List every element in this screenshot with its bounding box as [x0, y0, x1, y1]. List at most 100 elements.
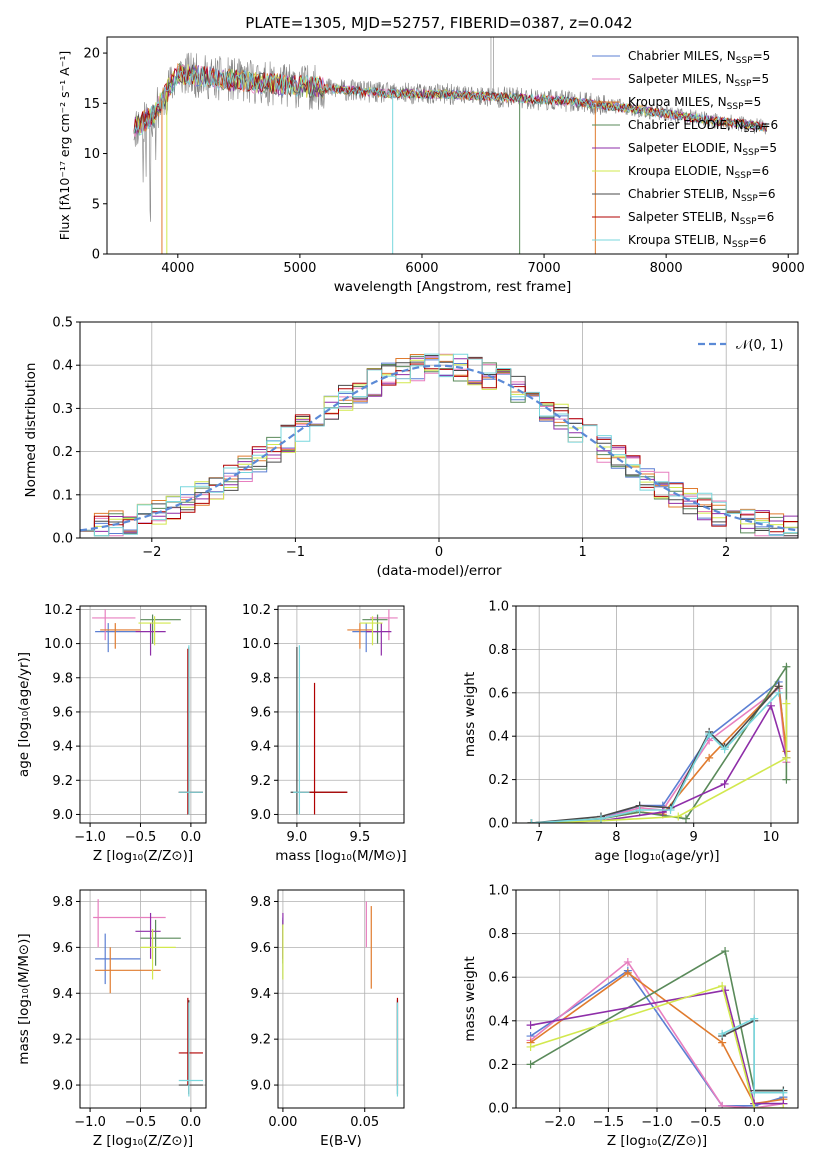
- y-axis-label: age [log₁₀(age/yr)]: [16, 652, 32, 777]
- y-tick-label: 9.8: [250, 671, 271, 686]
- x-tick-label: −1.0: [74, 830, 106, 845]
- y-tick-label: 0.5: [52, 316, 73, 331]
- y-tick-label: 9.0: [52, 808, 73, 823]
- mass-weight-marker: [779, 1104, 788, 1108]
- x-tick-label: 0: [435, 545, 443, 560]
- x-axis-label: E(B-V): [320, 1133, 362, 1149]
- x-tick-label: 9: [690, 830, 698, 845]
- mass-weight-line: [721, 1017, 784, 1094]
- y-tick-label: 0.0: [52, 532, 73, 547]
- mass-weight-marker: [635, 805, 644, 814]
- x-axis-label: Z [log₁₀(Z/Z⊙)]: [93, 1133, 193, 1149]
- axes-frame: [277, 605, 405, 824]
- y-axis-label: Flux [fλ10⁻¹⁷ erg cm⁻² s⁻¹ A⁻¹]: [57, 51, 72, 240]
- x-tick-label: −1: [286, 545, 305, 560]
- y-tick-label: 0.6: [488, 686, 509, 701]
- y-tick-label: 9.6: [52, 705, 73, 720]
- y-tick-label: 20: [83, 47, 100, 62]
- y-tick-label: 0.2: [52, 445, 73, 460]
- y-tick-label: 0.2: [488, 1058, 509, 1073]
- x-tick-label: 2: [722, 545, 730, 560]
- y-tick-label: 9.0: [250, 808, 271, 823]
- legend-label: Salpeter MILES, NSSP=5: [628, 72, 769, 89]
- x-tick-label: 0.00: [268, 1115, 297, 1130]
- x-tick-label: 8000: [650, 261, 683, 276]
- mass-weight-marker: [526, 1060, 535, 1069]
- y-tick-label: 0.3: [52, 402, 73, 417]
- y-tick-label: 10.2: [242, 603, 271, 618]
- x-tick-label: 9.5: [350, 830, 371, 845]
- legend-label: Kroupa ELODIE, NSSP=6: [628, 164, 769, 181]
- x-tick-label: 6000: [405, 261, 438, 276]
- x-axis-label: mass [log₁₀(M/M⊙)]: [275, 848, 406, 864]
- y-tick-label: 9.2: [250, 774, 271, 789]
- panel-mass-vs-Z: −1.0 −0.5 0.0 9.0 9.2 9.4 9.6 9.8 Z [log₁₀(Z/Z⊙)…: [16, 889, 207, 1149]
- mass-weight-marker: [526, 1042, 535, 1051]
- mass-weight-line: [530, 989, 784, 1105]
- mass-weight-marker: [766, 701, 775, 710]
- y-tick-label: 1.0: [488, 600, 509, 615]
- mass-weight-marker: [705, 753, 714, 762]
- panel-mass-vs-ebv: 0.00 0.05 9.0 9.2 9.4 9.6 9.8 E(B-V): [250, 889, 405, 1149]
- mass-weight-marker: [720, 779, 729, 788]
- y-tick-label: 1.0: [488, 884, 509, 899]
- mass-weight-marker: [718, 981, 727, 990]
- legend-label: Salpeter STELIB, NSSP=6: [628, 210, 774, 227]
- figure-title: PLATE=1305, MJD=52757, FIBERID=0387, z=0…: [245, 14, 632, 32]
- mass-weight-marker: [720, 745, 729, 754]
- normal-reference-curve: [80, 364, 798, 532]
- x-axis-label: (data-model)/error: [376, 563, 502, 579]
- x-tick-label: −0.5: [125, 1115, 157, 1130]
- y-tick-label: 0.6: [488, 971, 509, 986]
- y-tick-label: 9.8: [250, 895, 271, 910]
- y-tick-label: 9.6: [250, 941, 271, 956]
- legend-label: 𝒩(0, 1): [736, 338, 783, 353]
- x-tick-label: 0.0: [744, 1115, 765, 1130]
- plot-area: [133, 37, 768, 254]
- mass-weight-marker: [782, 662, 791, 671]
- x-tick-label: 5000: [283, 261, 316, 276]
- plot-area: [92, 609, 203, 815]
- plot-area: [526, 947, 788, 1108]
- mass-weight-marker: [718, 1101, 727, 1108]
- y-axis-label: mass weight: [462, 672, 478, 757]
- y-tick-label: 0.0: [488, 817, 509, 832]
- y-tick-label: 0.8: [488, 927, 509, 942]
- y-tick-label: 0.2: [488, 773, 509, 788]
- mass-weight-marker: [596, 814, 605, 823]
- y-axis-label: mass weight: [462, 956, 478, 1041]
- axes-frame: [106, 36, 799, 255]
- mass-weight-marker: [718, 1029, 727, 1038]
- y-tick-label: 0.8: [488, 643, 509, 658]
- y-tick-label: 10.0: [242, 637, 271, 652]
- x-tick-label: −0.5: [690, 1115, 722, 1130]
- x-tick-label: 9.0: [287, 830, 308, 845]
- model-spectrum: [133, 67, 768, 136]
- y-tick-label: 0.4: [52, 359, 73, 374]
- x-tick-label: 1: [578, 545, 586, 560]
- legend-label: Chabrier STELIB, NSSP=6: [628, 187, 776, 204]
- axes-frame: [79, 605, 207, 824]
- y-tick-label: 9.0: [250, 1079, 271, 1094]
- mass-weight-marker: [623, 957, 632, 966]
- mass-weight-line: [530, 984, 784, 1108]
- y-tick-label: 9.0: [52, 1079, 73, 1094]
- y-tick-label: 0.4: [488, 730, 509, 745]
- x-tick-label: −2.0: [544, 1115, 576, 1130]
- plot-area: [93, 899, 203, 1097]
- mass-weight-marker: [526, 1021, 535, 1030]
- panel-age-vs-Z: −1.0 −0.5 0.0 9.0 9.2 9.4 9.6 9.8 10.0 10.2 Z [log…: [16, 603, 207, 864]
- x-tick-label: 8: [612, 830, 620, 845]
- x-tick-label: −2: [142, 545, 161, 560]
- x-tick-label: 0.05: [350, 1115, 379, 1130]
- x-tick-label: 0.0: [181, 1115, 202, 1130]
- mass-weight-marker: [705, 730, 714, 739]
- x-tick-label: 4000: [161, 261, 194, 276]
- mass-weight-marker: [674, 812, 683, 821]
- axes-frame: [515, 605, 799, 824]
- y-tick-label: 9.4: [52, 740, 73, 755]
- x-tick-label: −0.5: [125, 830, 157, 845]
- y-tick-label: 10: [83, 147, 100, 162]
- y-tick-label: 0: [92, 248, 100, 263]
